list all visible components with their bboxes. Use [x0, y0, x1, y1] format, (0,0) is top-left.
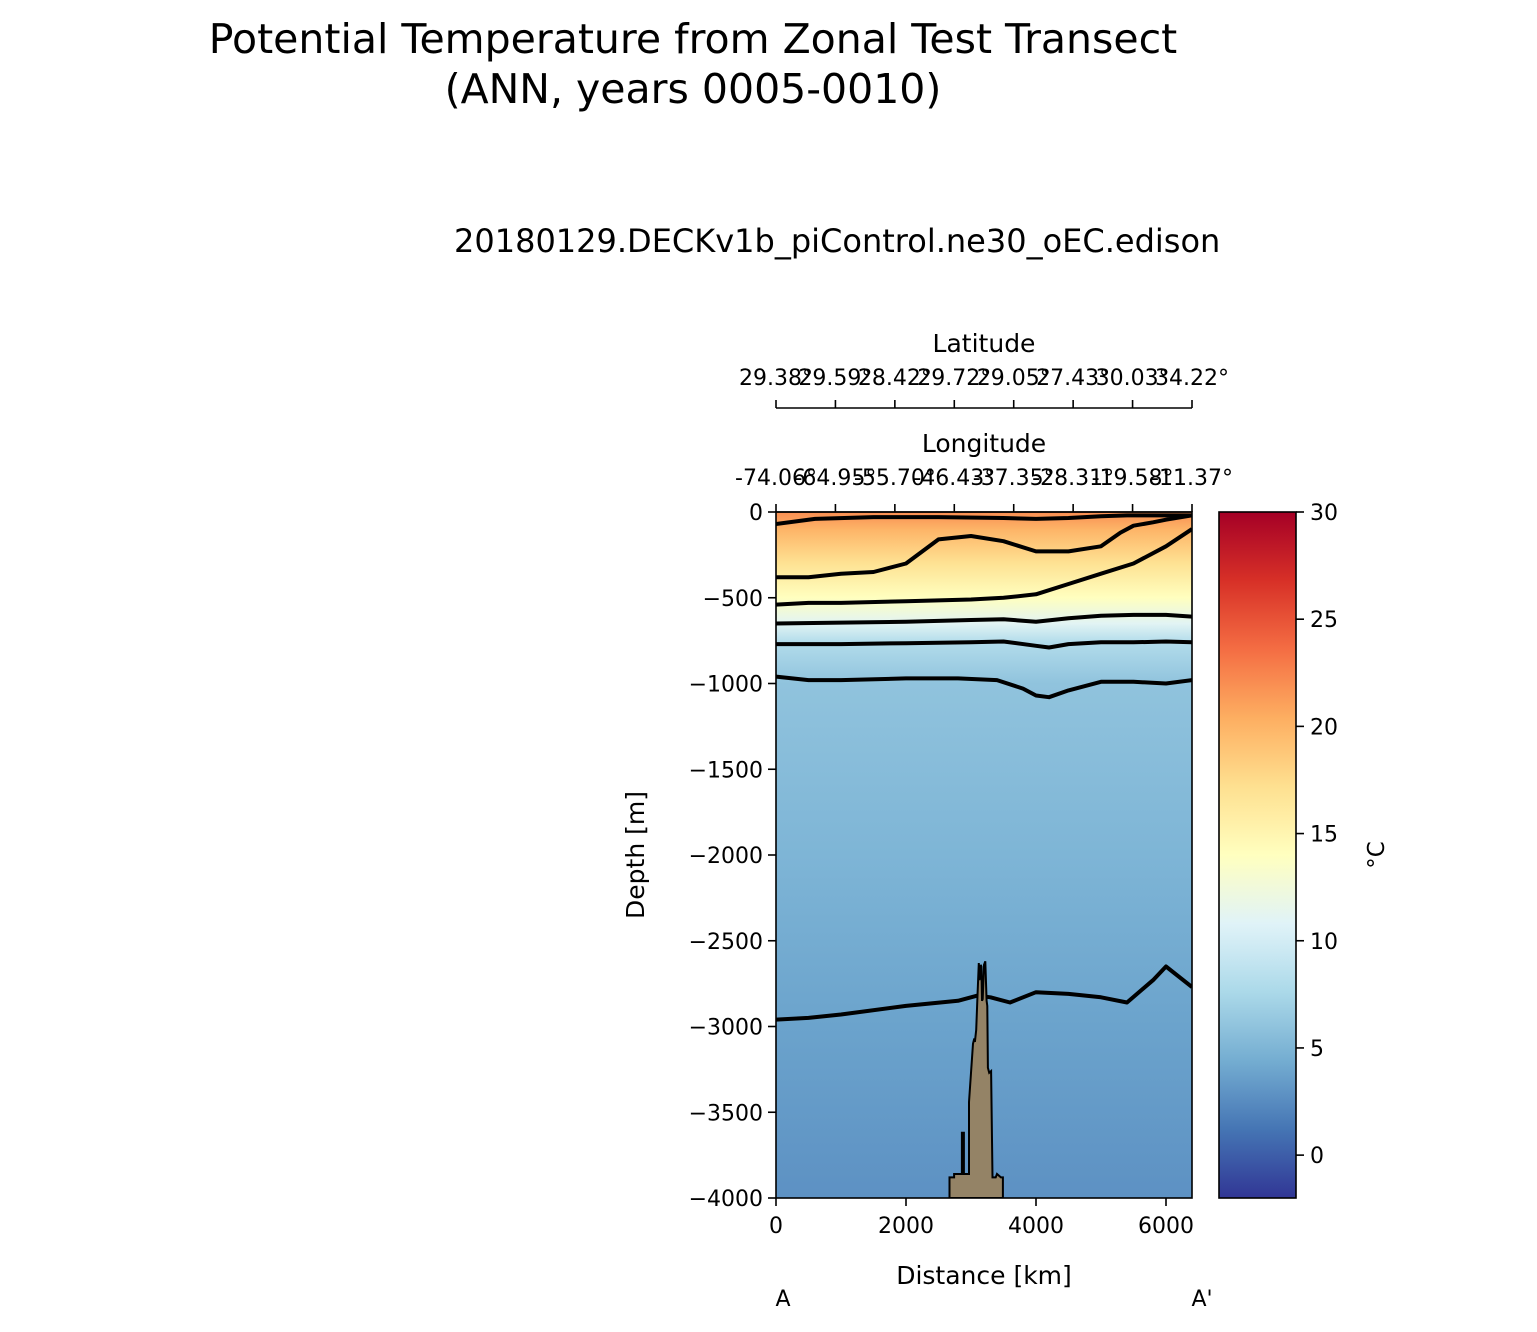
- figure-title-line-1: Potential Temperature from Zonal Test Tr…: [208, 15, 1178, 63]
- isotherm-contour-1: [776, 513, 1192, 526]
- longitude-axis-label: Longitude: [922, 429, 1046, 458]
- colorbar-tick-label: 15: [1310, 823, 1338, 848]
- distance-tick-label: 4000: [1008, 1214, 1064, 1239]
- depth-axis: 0 −500 −1000 −1500 −2000 −2500 −3000 −3500 −4000: [689, 501, 776, 1212]
- isotherm-contour-6: [776, 674, 1192, 700]
- depth-tick-label: −4000: [689, 1187, 763, 1212]
- longitude-tick-label: -55.70°: [854, 466, 936, 491]
- bathymetry-layer: [948, 960, 1004, 1198]
- distance-tick-label: 2000: [878, 1214, 934, 1239]
- colorbar: 0 5 10 15 20 25 30 °C: [1218, 501, 1390, 1199]
- section-start-label: A: [775, 1287, 790, 1312]
- figure-title: Potential Temperature from Zonal Test Tr…: [0, 14, 1386, 114]
- longitude-tick-label: -64.95°: [794, 466, 876, 491]
- latitude-tick-label: 29.38°: [739, 366, 813, 391]
- longitude-tick-label: -11.37°: [1151, 466, 1233, 491]
- isotherm-contour-7: [776, 964, 1192, 1022]
- depth-tick-label: −3000: [689, 1016, 763, 1041]
- latitude-axis: 29.38°29.59°28.42°29.72°29.05°27.43°30.0…: [739, 366, 1229, 409]
- colorbar-tick-label: 10: [1310, 930, 1338, 955]
- longitude-tick-label: -46.43°: [913, 466, 995, 491]
- distance-tick-label: 6000: [1138, 1214, 1194, 1239]
- section-end-label: A': [1191, 1287, 1212, 1312]
- latitude-tick-label: 34.22°: [1155, 366, 1229, 391]
- longitude-tick-label: -19.58°: [1092, 466, 1174, 491]
- colorbar-label: °C: [1364, 841, 1390, 869]
- latitude-tick-label: 27.43°: [1036, 366, 1110, 391]
- isotherm-contour-3: [776, 527, 1192, 607]
- latitude-tick-label: 29.05°: [977, 366, 1051, 391]
- run-name-title: 20180129.DECKv1b_piControl.ne30_oEC.edis…: [454, 222, 1221, 260]
- isotherm-contour-5: [776, 639, 1192, 650]
- latitude-tick-label: 29.72°: [917, 366, 991, 391]
- depth-tick-label: −500: [703, 587, 763, 612]
- depth-tick-label: −3500: [689, 1101, 763, 1126]
- isotherm-contour-4: [776, 612, 1192, 626]
- colorbar-tick-label: 30: [1310, 501, 1338, 526]
- latitude-tick-label: 30.03°: [1096, 366, 1170, 391]
- distance-axis: 0 2000 4000 6000: [769, 1198, 1194, 1239]
- isotherm-contour-2: [776, 513, 1192, 580]
- depth-tick-label: −1000: [689, 673, 763, 698]
- depth-tick-label: −2500: [689, 930, 763, 955]
- latitude-tick-label: 29.59°: [798, 366, 872, 391]
- seafloor-ridge: [948, 960, 1004, 1198]
- latitude-tick-label: 28.42°: [858, 366, 932, 391]
- depth-axis-label: Depth [m]: [621, 791, 650, 919]
- isotherm-contours: [776, 513, 1192, 1022]
- colorbar-tick-label: 25: [1310, 608, 1338, 633]
- colorbar-gradient: [1218, 511, 1297, 1199]
- colorbar-tick-label: 20: [1310, 715, 1338, 740]
- distance-tick-label: 0: [769, 1214, 783, 1239]
- depth-tick-label: 0: [749, 501, 763, 526]
- colorbar-tick-label: 0: [1310, 1144, 1324, 1169]
- longitude-tick-label: -74.06°: [735, 466, 817, 491]
- longitude-tick-label: -28.31°: [1032, 466, 1114, 491]
- plot-area: [775, 511, 1193, 1199]
- depth-tick-label: −1500: [689, 758, 763, 783]
- depth-tick-label: −2000: [689, 844, 763, 869]
- distance-axis-label: Distance [km]: [896, 1261, 1072, 1290]
- figure-title-line-2: (ANN, years 0005-0010): [444, 65, 942, 113]
- colorbar-tick-label: 5: [1310, 1037, 1324, 1062]
- colorbar-axis: 0 5 10 15 20 25 30: [1296, 501, 1338, 1169]
- latitude-axis-label: Latitude: [933, 329, 1036, 358]
- longitude-axis: -74.06°-64.95°-55.70°-46.43°-37.35°-28.3…: [735, 466, 1233, 513]
- longitude-tick-label: -37.35°: [973, 466, 1055, 491]
